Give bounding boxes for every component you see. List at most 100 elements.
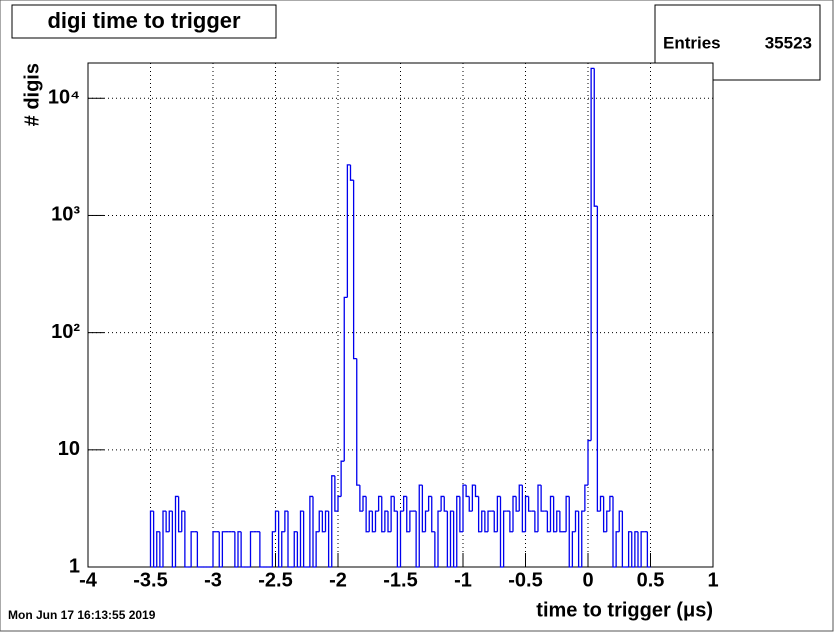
histogram-bin <box>565 495 570 532</box>
histogram-bin <box>471 484 476 512</box>
x-tick-label: -3.5 <box>133 569 167 591</box>
x-axis-label: time to trigger (μs) <box>536 599 713 621</box>
histogram-bin <box>481 510 485 532</box>
histogram-bin <box>237 531 242 567</box>
histogram-bin <box>477 496 482 533</box>
histogram-bin <box>334 475 338 512</box>
histogram-bin <box>609 495 613 512</box>
histogram-bin <box>296 531 301 568</box>
histogram-bin <box>502 510 507 567</box>
histogram-bin <box>327 511 332 568</box>
histogram-bin <box>162 510 167 567</box>
histogram-bin <box>277 511 282 568</box>
histogram-bin <box>337 495 342 512</box>
histogram-bin <box>584 484 588 512</box>
histogram-bin <box>599 495 604 512</box>
histogram-bin <box>234 531 238 568</box>
histogram-bin <box>518 484 523 512</box>
histogram-bin <box>402 495 407 512</box>
histogram-bin <box>421 485 426 533</box>
histogram-bin <box>552 496 557 533</box>
histogram-bin <box>634 531 638 567</box>
histogram-bin <box>321 511 326 533</box>
histogram-bin <box>431 496 435 533</box>
y-tick-label: 10³ <box>51 204 80 226</box>
histogram-bin <box>527 496 532 512</box>
histogram-bin <box>509 511 513 533</box>
x-tick-label: 0 <box>582 569 593 591</box>
histogram-bin <box>396 511 401 568</box>
histogram-bin <box>615 531 620 567</box>
histogram-bin <box>556 510 560 532</box>
histogram-bin <box>340 460 345 497</box>
histogram-bin <box>521 485 526 533</box>
histogram-bin <box>484 511 488 533</box>
histogram-bin <box>365 496 370 533</box>
histogram-bin <box>493 511 498 533</box>
histogram-bin <box>177 496 182 533</box>
histogram-bin <box>437 510 442 567</box>
histogram-bin <box>390 495 395 532</box>
stats-label: Entries <box>663 33 721 52</box>
histogram-bin <box>596 206 601 512</box>
histogram-bin <box>571 531 576 567</box>
histogram-bin <box>293 531 298 567</box>
histogram-bin <box>387 511 392 533</box>
histogram-bin <box>474 485 479 498</box>
histogram-bin <box>496 495 501 532</box>
histogram-bin <box>393 496 398 512</box>
histogram-bin <box>568 496 573 568</box>
x-tick-label: -4 <box>79 569 98 591</box>
histogram-bin <box>184 511 188 568</box>
histogram-bin <box>287 511 292 568</box>
histogram-bin <box>309 495 313 567</box>
histogram-bin <box>574 510 579 532</box>
histogram-bin <box>546 511 551 533</box>
histogram-bin <box>356 358 360 486</box>
histogram-bin <box>618 510 623 532</box>
histogram-bin <box>637 531 642 568</box>
histogram-bin <box>218 531 223 568</box>
histogram-bin <box>171 511 176 568</box>
histogram-bin <box>631 531 635 568</box>
x-tick-label: -2.5 <box>258 569 292 591</box>
histogram-bin <box>368 510 373 532</box>
histogram-bin <box>540 485 545 512</box>
histogram-bin <box>424 510 429 532</box>
histogram-bin <box>587 439 592 486</box>
histogram-bin <box>487 510 492 532</box>
histogram-bin <box>465 485 470 498</box>
histogram-bin <box>174 495 179 567</box>
histogram-bin <box>165 511 170 533</box>
histogram-bin <box>196 531 201 568</box>
histogram-bin <box>456 495 460 567</box>
histogram-bin <box>612 496 617 568</box>
histogram-bin <box>399 510 404 567</box>
x-tick-label: -3 <box>204 569 222 591</box>
histogram-bin <box>371 511 376 533</box>
histogram-bin <box>349 164 354 181</box>
histogram-bin <box>452 511 457 568</box>
histogram-bin <box>359 485 363 512</box>
histogram-bin <box>415 511 420 568</box>
histogram-bin <box>381 496 385 533</box>
histogram-bin <box>377 495 382 512</box>
histogram-bin <box>499 496 504 568</box>
histogram-bin <box>374 510 379 532</box>
title-box <box>11 4 277 39</box>
x-tick-label: -2 <box>329 569 347 591</box>
histogram-bin <box>299 510 304 567</box>
histogram-bin <box>259 531 263 568</box>
histogram-bin <box>443 496 448 512</box>
histogram-bin <box>577 511 582 568</box>
histogram-bin <box>440 495 445 512</box>
histogram-bin <box>384 510 388 532</box>
chart-title: digi time to trigger <box>47 8 241 33</box>
histogram-bin <box>593 68 598 207</box>
histogram-bin <box>512 495 517 532</box>
histogram-bin <box>284 510 288 532</box>
histogram-bin <box>459 496 463 533</box>
histogram-bin <box>418 484 423 567</box>
histogram-bin <box>181 510 185 532</box>
